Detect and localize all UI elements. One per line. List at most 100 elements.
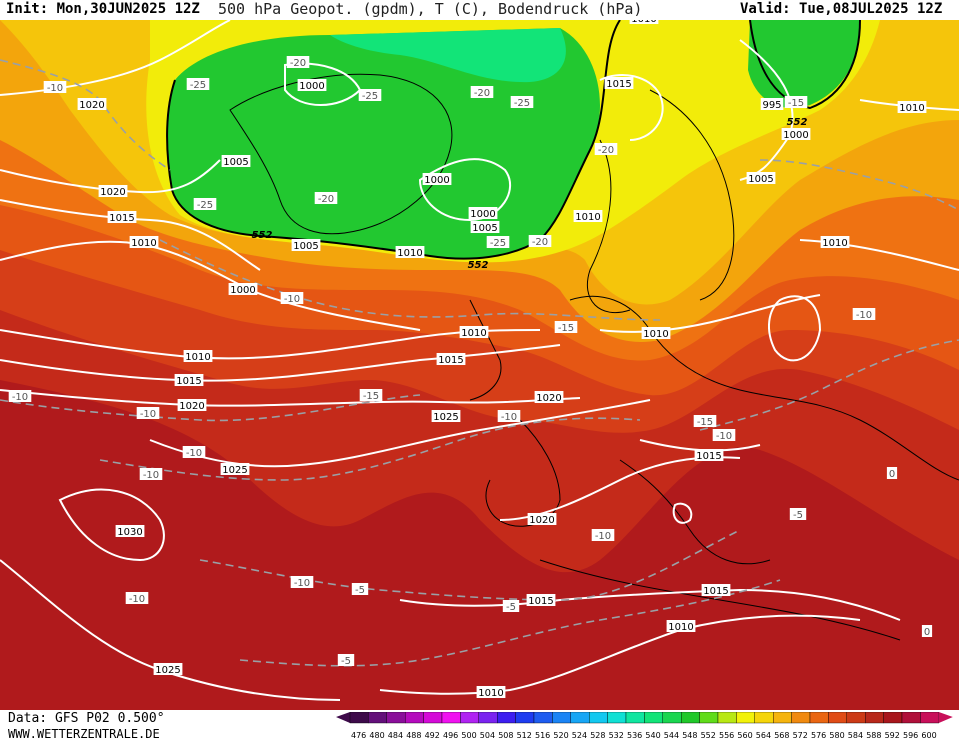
isotherm-label: -10	[43, 81, 67, 94]
svg-text:1000: 1000	[230, 285, 255, 296]
svg-text:-10: -10	[856, 310, 872, 321]
scale-tick-label: 548	[682, 731, 697, 740]
isotherm-label: -10	[497, 410, 521, 423]
isotherm-label: -20	[314, 192, 338, 205]
isobar-label: 1000	[422, 173, 452, 186]
scale-swatch	[496, 712, 516, 724]
isobar-label: 1000	[228, 283, 258, 296]
isobar-label: 1005	[470, 221, 500, 234]
isotherm-label: 0	[921, 625, 933, 638]
svg-text:-10: -10	[716, 431, 732, 442]
scale-tick-label: 540	[645, 731, 660, 740]
scale-swatch	[478, 712, 498, 724]
svg-text:1000: 1000	[470, 209, 495, 220]
svg-text:-10: -10	[595, 531, 611, 542]
geopotential-label-layer: 552 552 552	[252, 117, 808, 271]
scale-swatch	[515, 712, 535, 724]
scale-tick-label: 556	[719, 731, 734, 740]
svg-text:1015: 1015	[606, 79, 631, 90]
scale-swatch	[809, 712, 829, 724]
scale-tick-label: 520	[553, 731, 568, 740]
isotherm-label: -20	[470, 86, 494, 99]
scale-swatch	[570, 712, 590, 724]
svg-text:0: 0	[924, 627, 930, 638]
svg-text:1010: 1010	[185, 352, 210, 363]
isotherm-label: -10	[136, 407, 160, 420]
isotherm-label: -5	[351, 583, 369, 596]
svg-text:-15: -15	[788, 98, 804, 109]
cold-trough-green	[167, 28, 600, 259]
scale-swatch	[404, 712, 424, 724]
scale-tick-label: 544	[664, 731, 679, 740]
contour-552-label: 552	[787, 117, 808, 128]
svg-text:-10: -10	[129, 594, 145, 605]
isobar-label: 1030	[115, 525, 145, 538]
isotherm-label: -10	[591, 529, 615, 542]
svg-text:-25: -25	[490, 238, 506, 249]
svg-text:1015: 1015	[438, 355, 463, 366]
isobar-label: 1020	[527, 513, 557, 526]
scale-swatch	[717, 712, 737, 724]
isotherm-label: -10	[290, 576, 314, 589]
svg-text:1015: 1015	[696, 451, 721, 462]
svg-text:-20: -20	[290, 58, 306, 69]
scale-swatch	[349, 712, 369, 724]
scale-tick-label: 584	[848, 731, 863, 740]
svg-text:1010: 1010	[461, 328, 486, 339]
scale-tick-label: 560	[737, 731, 752, 740]
svg-text:-10: -10	[501, 412, 517, 423]
scale-swatch	[681, 712, 700, 724]
scale-tick-label: 516	[535, 731, 550, 740]
isotherm-label: -10	[852, 308, 876, 321]
isobar-label: 1005	[221, 155, 251, 168]
svg-text:-15: -15	[558, 323, 574, 334]
isobar-label: 1000	[781, 128, 811, 141]
svg-text:-15: -15	[697, 417, 713, 428]
scale-swatch	[625, 712, 645, 724]
scale-tick-label: 480	[369, 731, 384, 740]
svg-text:1015: 1015	[109, 213, 134, 224]
svg-text:-25: -25	[190, 80, 206, 91]
svg-text:-10: -10	[143, 470, 159, 481]
isotherm-label: -20	[286, 56, 310, 69]
svg-text:-5: -5	[506, 602, 516, 613]
svg-text:1010: 1010	[478, 688, 503, 699]
scale-swatch	[607, 712, 627, 724]
svg-text:1005: 1005	[223, 157, 248, 168]
scale-swatch	[828, 712, 847, 724]
svg-text:1015: 1015	[528, 596, 553, 607]
isobar-label: 1005	[746, 172, 776, 185]
scale-tick-label: 552	[701, 731, 716, 740]
svg-text:1010: 1010	[822, 238, 847, 249]
scale-arrow-right	[938, 712, 953, 723]
isotherm-label: -5	[789, 508, 807, 521]
scale-swatch	[533, 712, 553, 724]
isobar-label: 1020	[98, 185, 128, 198]
scale-swatch	[883, 712, 903, 724]
svg-text:-5: -5	[355, 585, 365, 596]
scale-tick-label: 524	[572, 731, 587, 740]
scale-tick-label: 504	[480, 731, 495, 740]
isobar-label: 995	[760, 98, 784, 111]
svg-text:-10: -10	[294, 578, 310, 589]
svg-text:1025: 1025	[433, 412, 458, 423]
svg-text:-10: -10	[47, 83, 63, 94]
svg-text:1020: 1020	[100, 187, 125, 198]
scale-tick-label: 564	[756, 731, 771, 740]
svg-text:552: 552	[787, 117, 808, 128]
scale-swatch	[644, 712, 663, 724]
isobar-label: 1025	[431, 410, 461, 423]
scale-tick-label: 592	[885, 731, 900, 740]
scale-swatch	[901, 712, 921, 724]
svg-text:-20: -20	[532, 237, 548, 248]
map-footer: Data: GFS P02 0.500° WWW.WETTERZENTRALE.…	[0, 710, 959, 741]
svg-text:1015: 1015	[176, 376, 201, 387]
scale-arrow-left	[336, 712, 350, 723]
svg-text:-5: -5	[341, 656, 351, 667]
svg-text:1000: 1000	[299, 81, 324, 92]
scale-tick-label: 488	[406, 731, 421, 740]
scale-swatch	[423, 712, 443, 724]
scale-swatch	[754, 712, 774, 724]
scale-swatch	[368, 712, 388, 724]
isobar-label: 1005	[291, 239, 321, 252]
